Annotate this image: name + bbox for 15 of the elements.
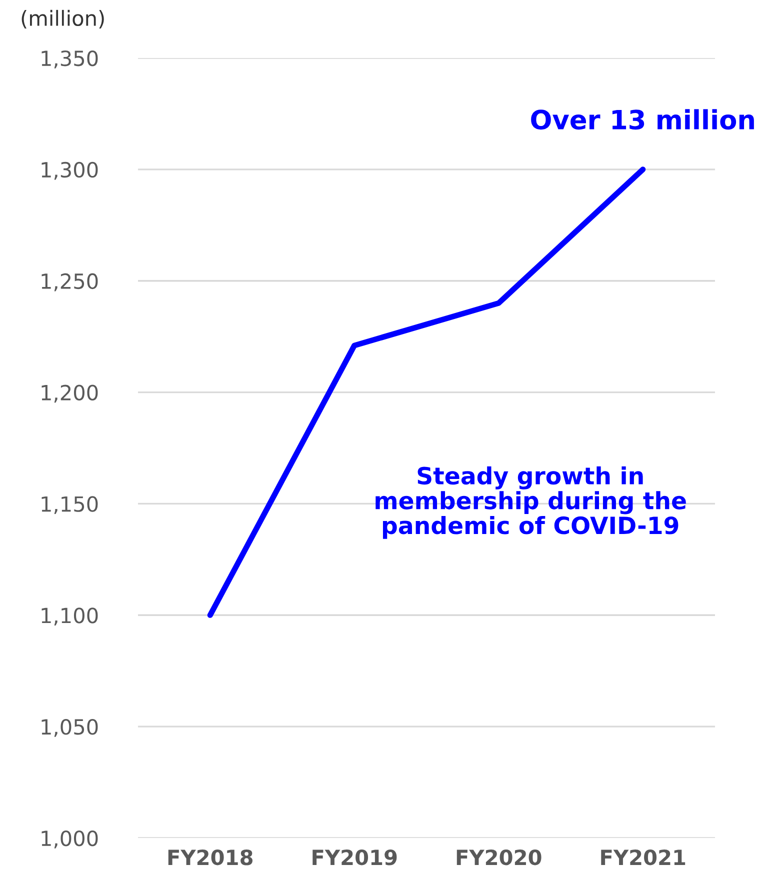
y-tick-label: 1,150 (42, 496, 98, 514)
x-tick-label: FY2018 (168, 849, 252, 866)
y-tick-label: 1,200 (42, 384, 98, 403)
annotation: Over 13 million (531, 109, 754, 130)
y-tick-label: 1,350 (42, 50, 98, 68)
y-tick-label: 1,300 (42, 162, 98, 180)
x-tick-label: FY2021 (601, 849, 686, 866)
y-tick-label: 1,050 (42, 719, 98, 737)
y-tick-label: 1,100 (42, 608, 98, 626)
y-tick-label: 1,250 (42, 273, 98, 292)
x-tick-label: FY2019 (312, 849, 397, 866)
x-tick-label: FY2020 (456, 849, 542, 866)
y-axis-title: (million) (22, 10, 104, 28)
annotation: Steady growth in membership during the pandemic of COVID-19 (376, 466, 686, 539)
y-tick-label: 1,000 (42, 830, 98, 848)
